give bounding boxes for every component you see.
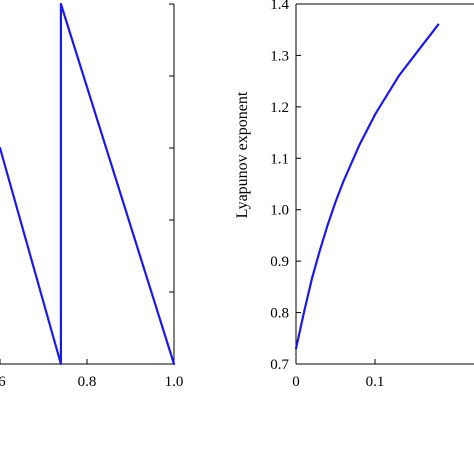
left-chart: .6 0.8 1.0	[0, 2, 183, 390]
left-chart-right-ticks	[169, 3, 174, 365]
y-tick-label: 1.3	[270, 48, 289, 64]
right-chart-series-line	[294, 23, 440, 350]
left-chart-x-tick-labels: .6 0.8 1.0	[0, 374, 183, 390]
right-chart-y-axis-title: Lyapunov exponent	[234, 91, 251, 218]
right-chart-y-ticks	[296, 3, 301, 365]
x-tick-label: 0.8	[78, 374, 97, 390]
x-tick-label: .6	[0, 374, 6, 390]
right-chart: 0.70.80.91.01.11.21.31.4 0 0.1 Lyapunov e…	[234, 0, 474, 390]
x-tick-label: 0	[292, 374, 300, 390]
x-tick-label: 0.1	[366, 374, 385, 390]
x-tick-label: 1.0	[165, 374, 184, 390]
y-tick-label: 1.2	[270, 100, 289, 116]
y-tick-label: 0.7	[270, 357, 289, 373]
y-tick-label: 1.0	[270, 203, 289, 219]
left-chart-series-line	[0, 2, 176, 366]
y-tick-label: 1.1	[270, 151, 289, 167]
y-tick-label: 1.4	[270, 0, 289, 13]
right-chart-y-tick-labels: 0.7 0.8 0.9 1.0 1.1 1.2 1.3 1.4	[270, 0, 289, 373]
right-chart-x-tick-labels: 0 0.1	[292, 374, 384, 390]
left-chart-x-ticks	[0, 359, 175, 364]
y-tick-label: 0.8	[270, 306, 289, 322]
right-chart-x-ticks	[295, 359, 376, 364]
y-tick-label: 0.9	[270, 254, 289, 270]
